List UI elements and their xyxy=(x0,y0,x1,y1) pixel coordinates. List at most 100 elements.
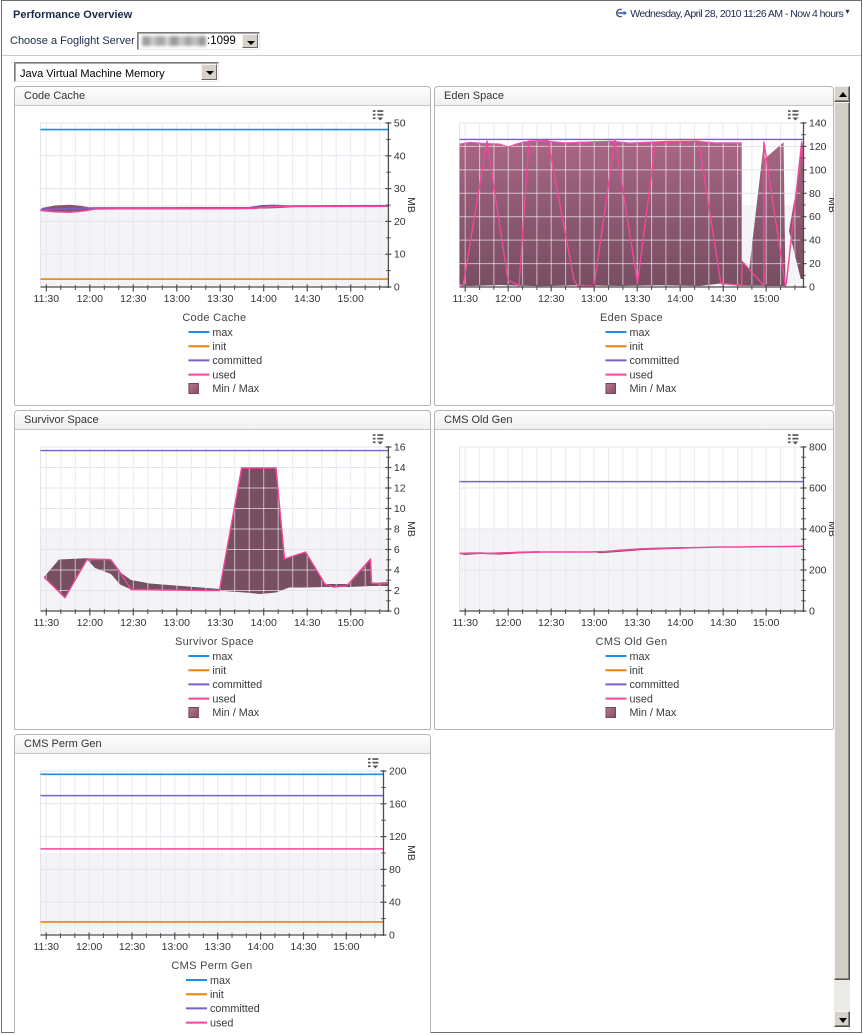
svg-text:init: init xyxy=(210,989,224,1001)
svg-text:14: 14 xyxy=(394,462,406,474)
svg-text:0: 0 xyxy=(809,282,815,294)
svg-text:13:30: 13:30 xyxy=(205,941,231,953)
svg-text:80: 80 xyxy=(389,864,401,876)
svg-text:80: 80 xyxy=(809,188,821,200)
svg-text:40: 40 xyxy=(389,897,401,909)
svg-text:max: max xyxy=(630,327,651,339)
svg-text:CMS Perm Gen: CMS Perm Gen xyxy=(171,960,252,972)
svg-text:11:30: 11:30 xyxy=(452,293,478,305)
svg-text:12:30: 12:30 xyxy=(538,617,564,629)
svg-text:13:30: 13:30 xyxy=(207,617,233,629)
svg-text:init: init xyxy=(212,665,226,677)
svg-text:14:00: 14:00 xyxy=(251,293,277,305)
svg-text:Min / Max: Min / Max xyxy=(630,383,677,395)
svg-text:max: max xyxy=(212,327,233,339)
svg-text:14:30: 14:30 xyxy=(710,293,736,305)
svg-text:12:00: 12:00 xyxy=(495,293,521,305)
svg-text:60: 60 xyxy=(809,211,821,223)
svg-text:160: 160 xyxy=(389,798,407,810)
svg-text:0: 0 xyxy=(394,282,400,294)
svg-text:14:30: 14:30 xyxy=(710,617,736,629)
svg-text:600: 600 xyxy=(809,483,827,495)
svg-text:committed: committed xyxy=(212,355,262,367)
svg-text:140: 140 xyxy=(809,118,827,130)
svg-text:14:30: 14:30 xyxy=(290,941,316,953)
svg-text:12:00: 12:00 xyxy=(77,617,103,629)
svg-text:15:00: 15:00 xyxy=(338,293,364,305)
svg-text:40: 40 xyxy=(394,150,406,162)
svg-text:used: used xyxy=(212,369,235,381)
svg-text:15:00: 15:00 xyxy=(333,941,359,953)
svg-text:Min / Max: Min / Max xyxy=(212,383,259,395)
svg-text:30: 30 xyxy=(394,183,406,195)
svg-text:15:00: 15:00 xyxy=(338,617,364,629)
svg-text:11:30: 11:30 xyxy=(452,617,478,629)
svg-text:used: used xyxy=(212,693,235,705)
svg-text:12:00: 12:00 xyxy=(77,293,103,305)
svg-text:11:30: 11:30 xyxy=(34,293,60,305)
svg-text:committed: committed xyxy=(630,355,680,367)
svg-text:12:30: 12:30 xyxy=(538,293,564,305)
svg-text:used: used xyxy=(630,693,653,705)
svg-text:13:00: 13:00 xyxy=(581,617,607,629)
svg-text:200: 200 xyxy=(389,766,407,778)
svg-text:13:00: 13:00 xyxy=(581,293,607,305)
svg-text:0: 0 xyxy=(394,606,400,618)
svg-text:used: used xyxy=(630,369,653,381)
svg-text:Min / Max: Min / Max xyxy=(212,707,259,719)
svg-text:20: 20 xyxy=(394,216,406,228)
svg-text:15:00: 15:00 xyxy=(753,293,779,305)
svg-text:16: 16 xyxy=(394,442,406,454)
svg-text:CMS Old Gen: CMS Old Gen xyxy=(596,636,668,648)
svg-text:400: 400 xyxy=(809,524,827,536)
svg-text:120: 120 xyxy=(809,141,827,153)
svg-text:14:00: 14:00 xyxy=(251,617,277,629)
svg-text:used: used xyxy=(210,1017,233,1029)
svg-text:6: 6 xyxy=(394,544,400,556)
svg-text:Code Cache: Code Cache xyxy=(182,312,246,324)
svg-text:MB: MB xyxy=(405,845,417,861)
svg-text:0: 0 xyxy=(809,606,815,618)
svg-text:Eden Space: Eden Space xyxy=(600,312,663,324)
svg-text:max: max xyxy=(212,651,233,663)
svg-text:13:30: 13:30 xyxy=(624,617,650,629)
svg-text:20: 20 xyxy=(809,258,821,270)
svg-text:init: init xyxy=(630,341,644,353)
svg-text:committed: committed xyxy=(630,679,680,691)
svg-text:13:30: 13:30 xyxy=(624,293,650,305)
svg-text:10: 10 xyxy=(394,249,406,261)
svg-text:40: 40 xyxy=(809,235,821,247)
svg-text:2: 2 xyxy=(394,585,400,597)
svg-text:13:00: 13:00 xyxy=(164,617,190,629)
svg-text:12:30: 12:30 xyxy=(119,941,145,953)
svg-text:init: init xyxy=(630,665,644,677)
svg-text:max: max xyxy=(210,975,231,987)
svg-text:14:30: 14:30 xyxy=(294,293,320,305)
svg-text:Survivor Space: Survivor Space xyxy=(175,636,254,648)
svg-text:14:00: 14:00 xyxy=(247,941,273,953)
svg-text:50: 50 xyxy=(394,118,406,130)
svg-text:11:30: 11:30 xyxy=(34,617,60,629)
svg-text:12:00: 12:00 xyxy=(495,617,521,629)
svg-text:100: 100 xyxy=(809,164,827,176)
svg-text:12:30: 12:30 xyxy=(120,617,146,629)
svg-text:init: init xyxy=(212,341,226,353)
svg-text:Min / Max: Min / Max xyxy=(630,707,677,719)
svg-text:12:00: 12:00 xyxy=(76,941,102,953)
svg-text:12: 12 xyxy=(394,483,406,495)
svg-text:10: 10 xyxy=(394,503,406,515)
svg-text:max: max xyxy=(630,651,651,663)
svg-text:13:00: 13:00 xyxy=(164,293,190,305)
svg-text:14:00: 14:00 xyxy=(667,293,693,305)
svg-text:0: 0 xyxy=(389,930,395,942)
svg-text:14:30: 14:30 xyxy=(294,617,320,629)
svg-text:13:30: 13:30 xyxy=(207,293,233,305)
svg-text:committed: committed xyxy=(212,679,262,691)
svg-text:committed: committed xyxy=(210,1003,260,1015)
svg-text:200: 200 xyxy=(809,565,827,577)
svg-text:14:00: 14:00 xyxy=(667,617,693,629)
svg-text:4: 4 xyxy=(394,565,400,577)
svg-text:MB: MB xyxy=(405,197,417,213)
svg-text:12:30: 12:30 xyxy=(120,293,146,305)
svg-text:8: 8 xyxy=(394,524,400,536)
